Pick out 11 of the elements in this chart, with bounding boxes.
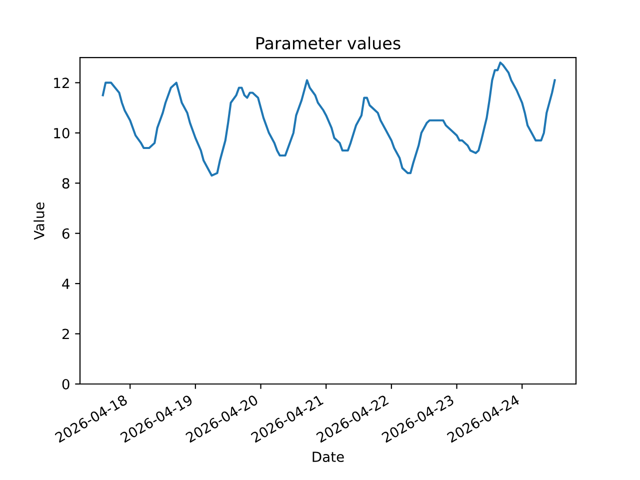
y-tick-label: 6 bbox=[62, 228, 70, 239]
chart-title: Parameter values bbox=[256, 36, 400, 50]
x-axis-title: Date bbox=[312, 452, 344, 462]
y-tick-label: 0 bbox=[62, 378, 70, 390]
y-axis-title: Value bbox=[34, 202, 44, 240]
y-tick-label: 8 bbox=[62, 178, 70, 189]
y-tick-label: 10 bbox=[54, 128, 70, 138]
line-series bbox=[102, 62, 556, 177]
y-tick-label: 4 bbox=[62, 278, 70, 289]
y-tick-label: 2 bbox=[62, 328, 69, 340]
y-tick-label: 12 bbox=[54, 78, 69, 88]
